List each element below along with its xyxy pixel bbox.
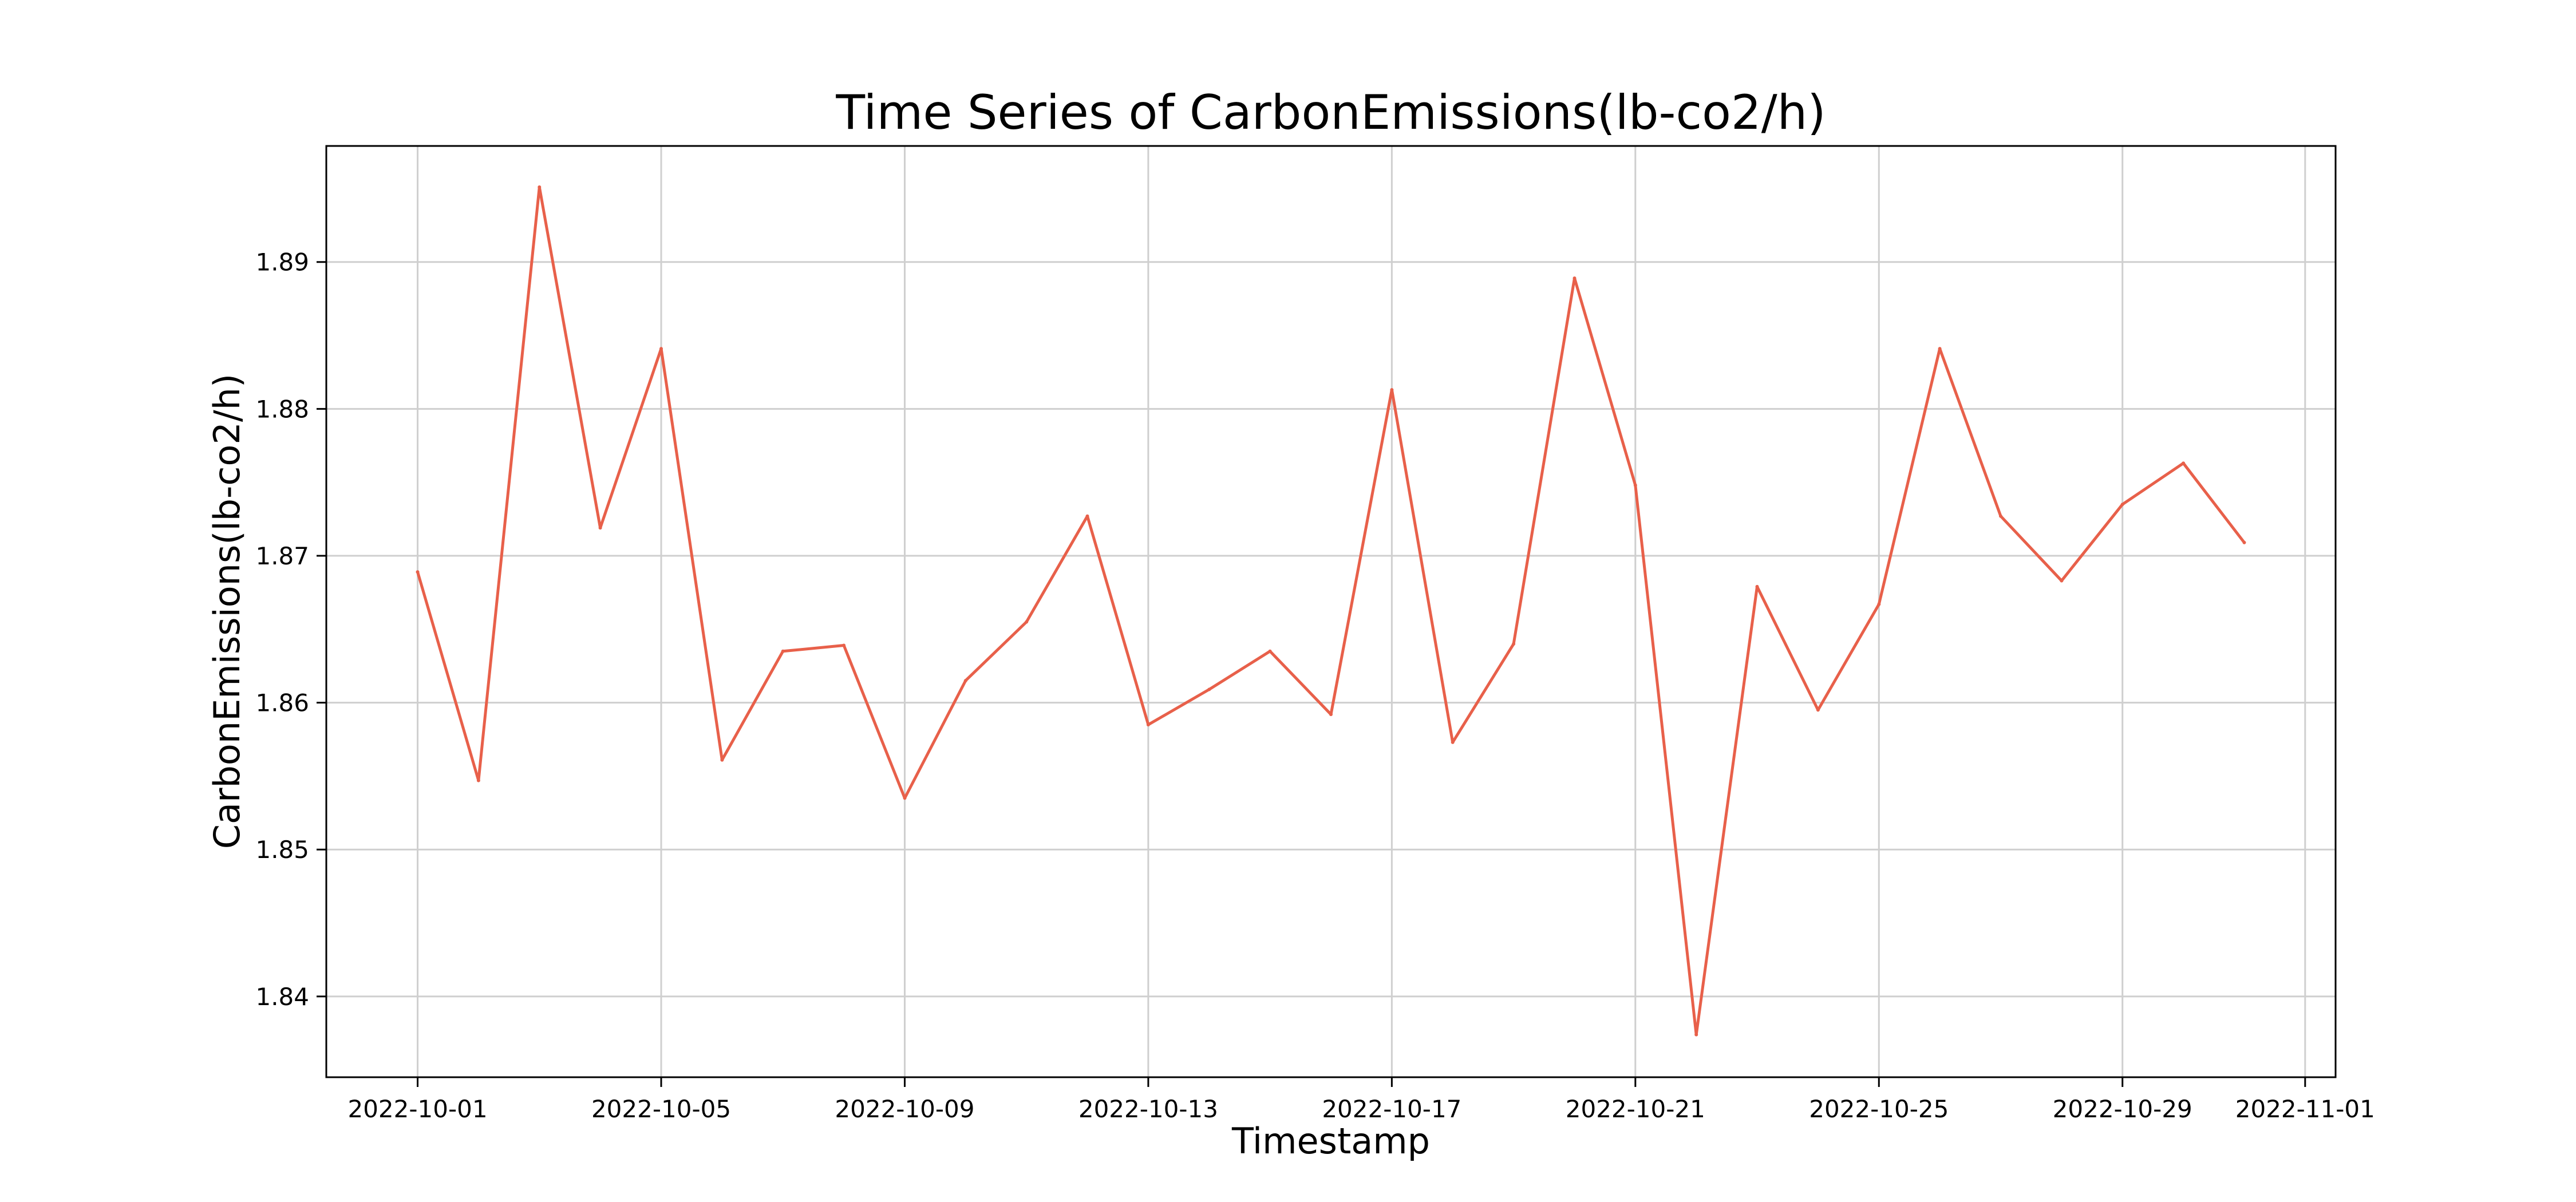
- data-point: [598, 526, 602, 530]
- data-point: [1146, 723, 1150, 727]
- grid-lines: [326, 146, 2336, 1077]
- data-point: [2242, 540, 2246, 544]
- data-point: [1451, 740, 1455, 744]
- x-tick-label: 2022-10-17: [1322, 1095, 1461, 1123]
- data-point: [1633, 483, 1637, 487]
- y-tick-label: 1.88: [255, 395, 309, 423]
- data-point: [1329, 713, 1333, 717]
- y-tick-label: 1.84: [255, 983, 309, 1011]
- chart-title: Time Series of CarbonEmissions(lb-co2/h): [835, 85, 1826, 140]
- data-point: [2060, 579, 2064, 583]
- series-layer: [416, 185, 2246, 1037]
- data-point: [416, 570, 420, 574]
- y-axis-label: CarbonEmissions(lb-co2/h): [206, 374, 248, 849]
- data-point: [1390, 388, 1394, 392]
- y-tick-label: 1.86: [255, 689, 309, 717]
- x-tick-label: 2022-10-21: [1566, 1095, 1705, 1123]
- data-point: [1025, 620, 1029, 624]
- data-point: [1573, 276, 1577, 280]
- y-tick-label: 1.89: [255, 248, 309, 276]
- data-point: [1999, 514, 2002, 518]
- y-tick-label: 1.87: [255, 542, 309, 570]
- data-point: [476, 778, 480, 782]
- data-point: [903, 796, 907, 800]
- data-point: [659, 347, 663, 351]
- data-point: [720, 758, 724, 762]
- data-point: [1085, 514, 1089, 518]
- data-point: [1268, 649, 1272, 653]
- data-point: [1877, 602, 1881, 606]
- x-tick-label: 2022-11-01: [2235, 1095, 2375, 1123]
- data-point: [963, 679, 967, 683]
- data-point: [2120, 503, 2124, 507]
- data-point: [1512, 642, 1516, 646]
- data-point: [781, 649, 785, 653]
- data-point: [1755, 584, 1759, 588]
- x-tick-label: 2022-10-13: [1078, 1095, 1218, 1123]
- data-point: [1938, 347, 1942, 351]
- x-tick-label: 2022-10-09: [835, 1095, 974, 1123]
- series-line: [416, 185, 2246, 1037]
- x-axis: 2022-10-01 2022-10-05 2022-10-09 2022-10-13…: [347, 1077, 2375, 1123]
- x-tick-label: 2022-10-01: [347, 1095, 487, 1123]
- data-point: [538, 185, 542, 189]
- x-tick-label: 2022-10-05: [591, 1095, 731, 1123]
- data-point: [842, 643, 846, 647]
- y-tick-label: 1.85: [255, 836, 309, 864]
- data-point: [2182, 461, 2186, 465]
- data-point: [1816, 708, 1820, 712]
- data-point: [1694, 1033, 1698, 1037]
- x-tick-label: 2022-10-25: [1809, 1095, 1949, 1123]
- x-axis-label: Timestamp: [1231, 1120, 1430, 1162]
- plot-frame: [325, 145, 2337, 1078]
- y-axis: 1.84 1.85 1.86 1.87 1.88 1.89: [255, 248, 326, 1011]
- data-point: [1207, 687, 1211, 691]
- x-tick-label: 2022-10-29: [2053, 1095, 2192, 1123]
